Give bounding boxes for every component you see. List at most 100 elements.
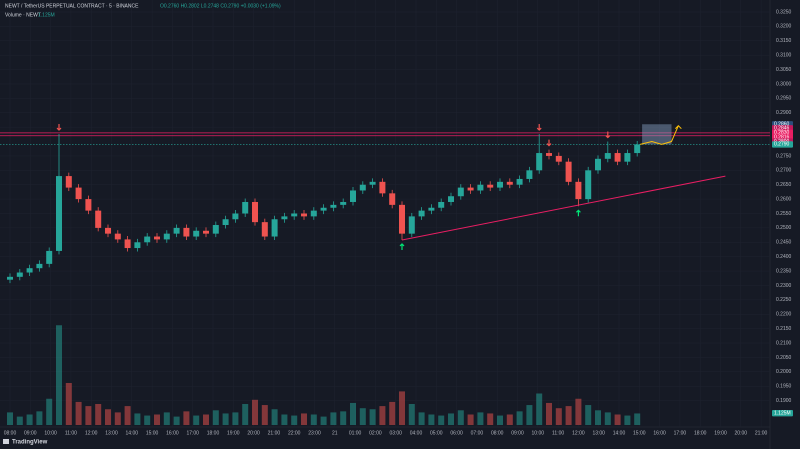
candle-body bbox=[85, 199, 92, 211]
x-tick-label: 08:00 bbox=[491, 430, 504, 436]
y-tick-label: 0.2250 bbox=[776, 297, 792, 303]
x-tick-label: 03:00 bbox=[389, 430, 402, 436]
volume-bar bbox=[301, 413, 307, 425]
volume-bar bbox=[56, 325, 62, 425]
candle-body bbox=[26, 268, 33, 273]
volume-bar bbox=[281, 414, 288, 425]
x-tick-label: 15:00 bbox=[633, 430, 646, 436]
x-tick-label: 18:00 bbox=[207, 430, 220, 436]
x-tick-label: 21:00 bbox=[268, 430, 281, 436]
y-tick-label: 0.2200 bbox=[776, 312, 792, 318]
candle-body bbox=[134, 242, 141, 249]
volume-bar bbox=[389, 401, 396, 425]
volume-bar bbox=[183, 411, 190, 425]
volume-bar bbox=[134, 413, 141, 425]
candle-body bbox=[369, 181, 376, 185]
volume-bar bbox=[242, 404, 249, 425]
candle-body bbox=[604, 153, 611, 159]
volume-bar bbox=[506, 414, 513, 425]
y-tick-label: 0.3050 bbox=[776, 67, 792, 73]
projection-arrowhead bbox=[675, 124, 682, 130]
x-tick-label: 07:00 bbox=[471, 430, 484, 436]
grid bbox=[0, 0, 770, 427]
candle-body bbox=[438, 201, 445, 208]
signal-arrow bbox=[536, 124, 542, 131]
candle-body bbox=[212, 225, 219, 234]
candle-body bbox=[340, 201, 347, 205]
candle-body bbox=[271, 219, 278, 237]
x-tick-label: 13:00 bbox=[592, 430, 605, 436]
x-tick-label: 10:00 bbox=[44, 430, 57, 436]
volume-bar bbox=[212, 410, 219, 425]
logo bbox=[3, 439, 9, 444]
candle-body bbox=[614, 153, 621, 162]
y-tick-label: 0.2050 bbox=[776, 355, 792, 361]
candle-body bbox=[497, 181, 503, 188]
x-tick-label: 20:00 bbox=[735, 430, 748, 436]
candle-body bbox=[124, 239, 131, 249]
candle-body bbox=[291, 213, 298, 217]
signal-arrow bbox=[399, 243, 405, 250]
x-tick-label: 23:00 bbox=[308, 430, 321, 436]
volume-bar bbox=[585, 405, 592, 425]
candle-body bbox=[428, 207, 435, 211]
volume-bar bbox=[604, 412, 611, 425]
volume-bar bbox=[369, 409, 376, 425]
candle-body bbox=[634, 144, 641, 154]
candle-body bbox=[477, 184, 484, 191]
volume-bar bbox=[144, 415, 151, 425]
volume-bar bbox=[350, 402, 356, 425]
volume-bar bbox=[418, 412, 425, 425]
candle-body bbox=[281, 216, 288, 220]
x-tick-label: 17:00 bbox=[674, 430, 687, 436]
price-tag-label: 0.2846 bbox=[774, 126, 790, 132]
y-tick-label: 0.2100 bbox=[776, 340, 792, 346]
volume-bar bbox=[340, 411, 347, 425]
x-tick-label: 22:00 bbox=[288, 430, 301, 436]
marks bbox=[0, 124, 770, 425]
price-tag-label: 0.2830 bbox=[774, 130, 790, 136]
volume-bar bbox=[546, 402, 552, 425]
volume-bar bbox=[222, 413, 229, 425]
x-tick-label: 08:00 bbox=[4, 430, 17, 436]
volume-bar bbox=[614, 414, 621, 425]
volume-bar bbox=[526, 405, 533, 425]
candle-body bbox=[193, 230, 200, 237]
x-tick-label: 19:00 bbox=[714, 430, 727, 436]
y-tick-label: 0.2150 bbox=[776, 326, 792, 332]
candle-body bbox=[555, 155, 562, 162]
x-tick-label: 18:00 bbox=[694, 430, 707, 436]
volume-title: Volume · NEWT bbox=[5, 12, 41, 18]
candle-body bbox=[144, 236, 151, 243]
volume-bar bbox=[193, 415, 200, 425]
candle-body bbox=[105, 227, 111, 234]
candle-body bbox=[46, 250, 53, 264]
volume-bar bbox=[428, 414, 435, 425]
candle-body bbox=[565, 161, 572, 182]
candle-body bbox=[399, 204, 405, 234]
x-tick-label: 19:00 bbox=[227, 430, 240, 436]
volume-bar bbox=[203, 414, 209, 425]
y-tick-label: 0.2600 bbox=[776, 196, 792, 202]
volume-bar bbox=[252, 399, 258, 425]
x-tick-label: 01:00 bbox=[349, 430, 362, 436]
volume-bar bbox=[36, 411, 43, 425]
candle-body bbox=[389, 193, 396, 205]
volume-bar bbox=[477, 412, 484, 425]
candle-body bbox=[379, 181, 386, 194]
ohlc: O0.2760 H0.2802 L0.2748 C0.2790 +0.0030 … bbox=[160, 3, 281, 9]
volume-bar bbox=[565, 406, 572, 425]
volume-bar bbox=[359, 408, 366, 425]
signal-arrow bbox=[605, 131, 611, 139]
candle-body bbox=[203, 230, 209, 234]
candle-body bbox=[350, 190, 356, 202]
x-tick-label: 02:00 bbox=[369, 430, 382, 436]
candle-body bbox=[242, 201, 249, 214]
candle-body bbox=[585, 170, 592, 200]
volume-bar bbox=[467, 414, 474, 425]
candle-body bbox=[487, 184, 494, 188]
candle-body bbox=[467, 187, 474, 191]
candle-body bbox=[575, 181, 582, 200]
volume-bar bbox=[399, 391, 405, 425]
candle-body bbox=[595, 158, 601, 171]
